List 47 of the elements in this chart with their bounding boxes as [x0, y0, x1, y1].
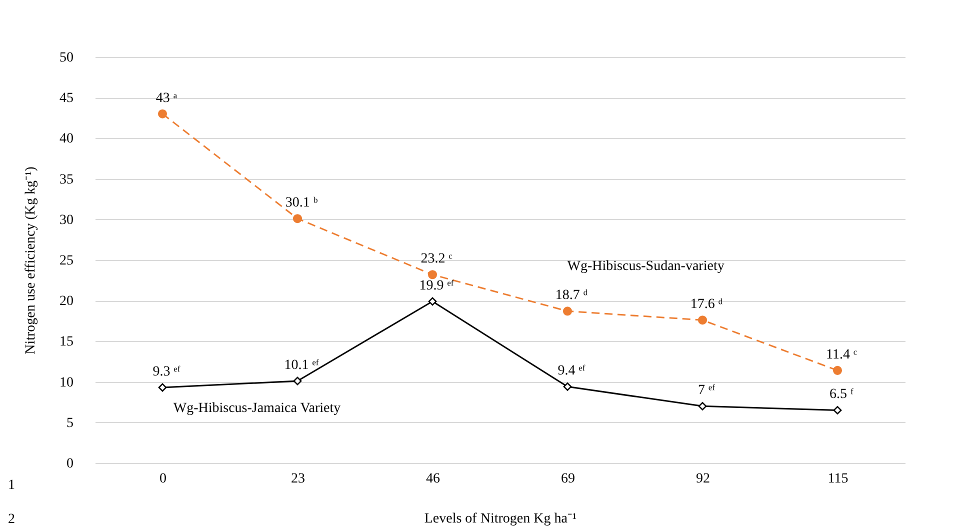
point	[158, 383, 167, 392]
x-tick-label: 23	[291, 472, 305, 486]
data-label: 43 ᵃ	[156, 90, 178, 106]
y-tick-label: 5	[66, 416, 74, 431]
data-label: 10.1 ᵉᶠ	[284, 358, 319, 373]
data-label: 30.1 ᵇ	[285, 196, 318, 211]
x-tick-label: 69	[561, 472, 575, 486]
x-tick-label: 0	[160, 472, 166, 486]
x-axis-title: Levels of Nitrogen Kg ha⁻¹	[424, 512, 577, 526]
y-tick-label: 35	[60, 172, 74, 188]
y-tick-label: 40	[60, 132, 74, 147]
text: Wg-Hibiscus-Sudan-variety	[567, 259, 724, 274]
x-tick-label: 92	[696, 472, 710, 486]
point	[293, 376, 302, 386]
series-label: Wg-Hibiscus-Jamaica Variety	[173, 401, 341, 416]
point	[428, 270, 438, 280]
point	[563, 382, 572, 391]
y-tick-label: 20	[60, 294, 74, 310]
data-label: 6.5 ᶠ	[830, 387, 854, 402]
y-tick-label: 15	[60, 334, 74, 350]
text: 2	[8, 512, 15, 528]
point	[428, 297, 437, 306]
data-label: 19.9 ᵉᶠ	[419, 278, 454, 294]
text: 1	[8, 478, 15, 494]
point	[292, 214, 302, 224]
data-label: 9.3 ᵉᶠ	[152, 364, 180, 380]
y-tick-label: 45	[60, 91, 74, 106]
y-tick-label: 30	[60, 212, 74, 228]
x-tick-label: 115	[828, 472, 848, 486]
data-label: 18.7 ᵈ	[555, 288, 588, 304]
data-label: 23.2 ᶜ	[420, 252, 453, 267]
y-tick-label: 50	[60, 50, 74, 66]
data-label: 9.4 ᵉᶠ	[558, 364, 586, 379]
data-label: 11.4 ᶜ	[826, 347, 858, 362]
point	[698, 316, 708, 325]
point	[832, 366, 842, 375]
y-tick-label: 0	[66, 456, 74, 472]
y-tick-label: 25	[60, 254, 74, 268]
data-label: 7 ᵉᶠ	[698, 383, 716, 398]
point	[698, 402, 707, 410]
data-label: 17.6 ᵈ	[690, 297, 724, 312]
y-tick-label: 10	[60, 375, 74, 390]
point	[158, 109, 168, 118]
point	[562, 306, 572, 316]
x-tick-label: 46	[426, 472, 440, 486]
point	[833, 406, 842, 414]
y-axis-title: Nitrogen use efficiency (Kg kg⁻¹)	[24, 166, 38, 354]
